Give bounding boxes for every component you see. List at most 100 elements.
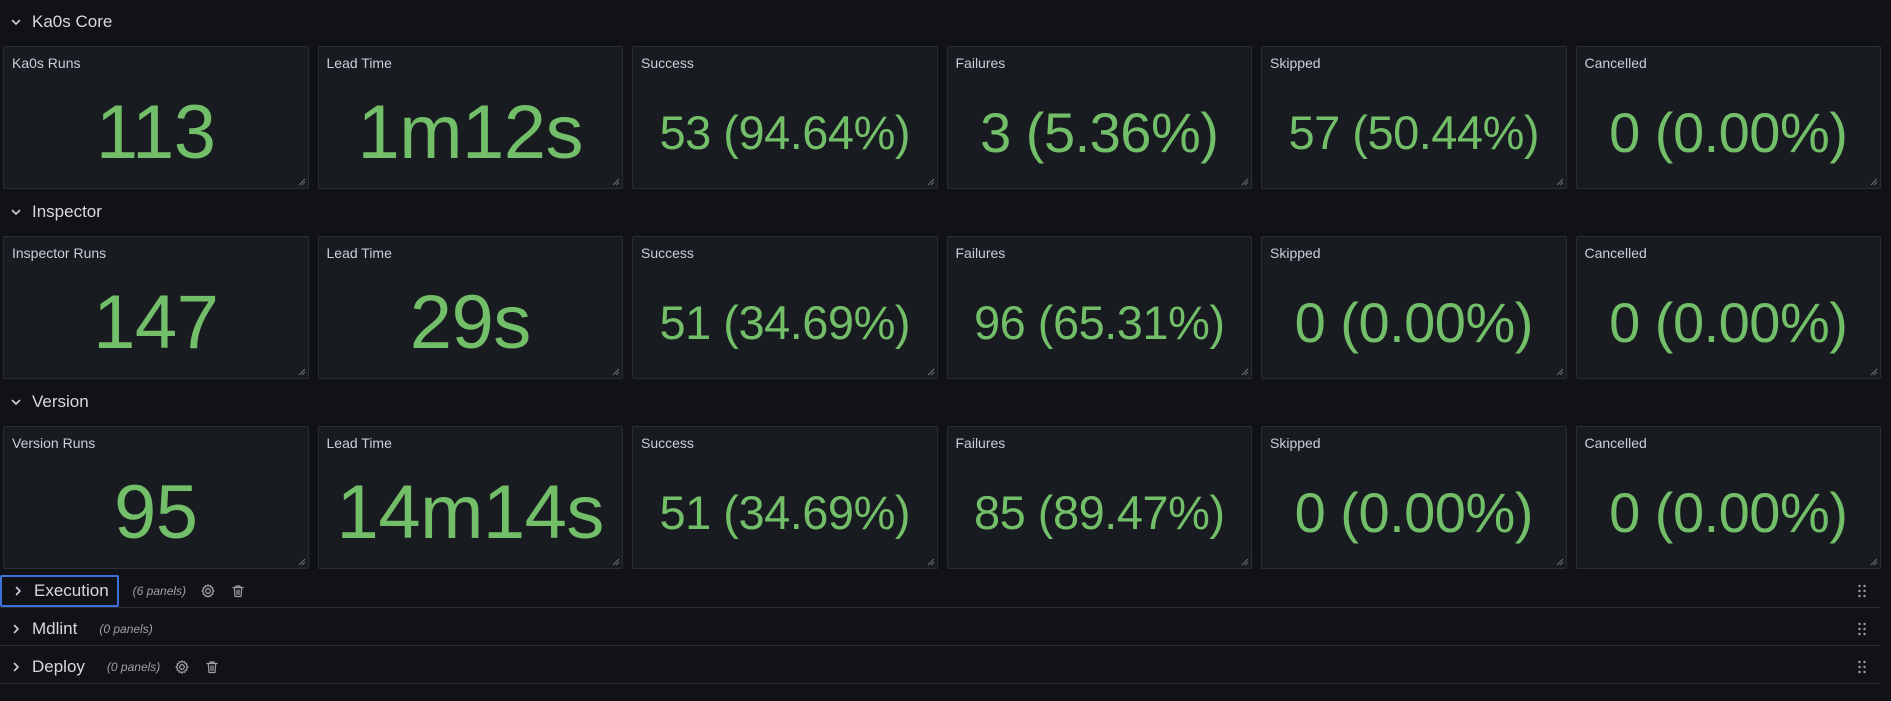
stat-value: 113 [95, 90, 216, 175]
resize-handle-icon[interactable] [925, 366, 935, 376]
stat-panel[interactable]: Success 51 (34.69%) [632, 426, 938, 569]
stat-value: 53 (94.64%) [659, 106, 911, 159]
panel-title: Failures [955, 55, 1006, 71]
chevron-right-icon [9, 660, 23, 674]
row-header-ka0s-core[interactable]: Ka0s Core [0, 7, 112, 37]
stat-panel[interactable]: Lead Time 1m12s [317, 46, 623, 189]
resize-handle-icon[interactable] [1554, 366, 1564, 376]
panel-title: Success [641, 435, 694, 451]
stat-panel[interactable]: Failures 3 (5.36%) [946, 46, 1252, 189]
stat-panel[interactable]: Skipped 57 (50.44%) [1261, 46, 1567, 189]
stat-value: 14m14s [336, 470, 605, 555]
panel-title: Lead Time [326, 435, 392, 451]
row-title: Mdlint [32, 618, 78, 638]
stat-value: 147 [93, 280, 219, 365]
panel-title: Skipped [1270, 245, 1321, 261]
row-title: Inspector [32, 202, 102, 221]
stat-value: 0 (0.00%) [1609, 291, 1848, 354]
stat-value: 0 (0.00%) [1294, 481, 1534, 544]
resize-handle-icon[interactable] [1868, 366, 1878, 376]
panel-title: Cancelled [1584, 55, 1647, 71]
row-header-version[interactable]: Version [0, 387, 89, 417]
panel-title: Failures [955, 435, 1006, 451]
stat-value: 51 (34.69%) [659, 296, 911, 349]
row-toggle-mdlint[interactable]: Mdlint [0, 613, 85, 645]
resize-handle-icon[interactable] [1239, 366, 1249, 376]
stat-value: 1m12s [357, 90, 584, 175]
resize-handle-icon[interactable] [610, 176, 620, 186]
drag-handle-icon[interactable] [1857, 660, 1867, 674]
stat-value: 29s [409, 280, 532, 365]
chevron-right-icon [11, 584, 25, 598]
stat-panel[interactable]: Cancelled 0 (0.00%) [1575, 236, 1881, 379]
stat-value: 0 (0.00%) [1609, 101, 1848, 164]
resize-handle-icon[interactable] [1239, 556, 1249, 566]
panel-title: Skipped [1270, 435, 1321, 451]
row-title: Deploy [32, 656, 85, 676]
resize-handle-icon[interactable] [610, 366, 620, 376]
row-title: Ka0s Core [32, 12, 113, 31]
resize-handle-icon[interactable] [925, 556, 935, 566]
collapsed-row-deploy: Deploy (0 panels) [0, 650, 1881, 684]
row-toggle-deploy[interactable]: Deploy [0, 651, 93, 683]
panel-title: Version Runs [12, 435, 96, 451]
stat-panel[interactable]: Lead Time 29s [317, 236, 623, 379]
stat-value: 0 (0.00%) [1294, 291, 1534, 354]
stat-panel[interactable]: Skipped 0 (0.00%) [1261, 426, 1567, 569]
resize-handle-icon[interactable] [610, 556, 620, 566]
stat-panel[interactable]: Ka0s Runs 113 [3, 46, 309, 189]
stat-panel[interactable]: Failures 96 (65.31%) [946, 236, 1252, 379]
stat-panel[interactable]: Version Runs 95 [3, 426, 309, 569]
panel-title: Lead Time [326, 55, 392, 71]
panel-title: Lead Time [326, 245, 392, 261]
resize-handle-icon[interactable] [925, 176, 935, 186]
drag-handle-icon[interactable] [1857, 584, 1867, 598]
panel-count: (6 panels) [132, 583, 187, 598]
row-header-inspector[interactable]: Inspector [0, 197, 102, 227]
panel-title: Success [641, 245, 694, 261]
chevron-down-icon [9, 15, 23, 29]
stat-panel[interactable]: Success 51 (34.69%) [632, 236, 938, 379]
panel-grid-version: Version Runs 95 Lead Time 14m14s Success… [3, 426, 1881, 569]
panel-grid-inspector: Inspector Runs 147 Lead Time 29s Success… [3, 236, 1881, 379]
row-toggle-execution[interactable]: Execution [0, 574, 119, 607]
stat-value: 95 [113, 470, 198, 555]
panel-title: Success [641, 55, 694, 71]
resize-handle-icon[interactable] [296, 556, 306, 566]
panel-grid-ka0s-core: Ka0s Runs 113 Lead Time 1m12s Success 53… [3, 46, 1881, 189]
resize-handle-icon[interactable] [296, 366, 306, 376]
panel-title: Skipped [1270, 55, 1321, 71]
stat-panel[interactable]: Cancelled 0 (0.00%) [1575, 46, 1881, 189]
gear-icon[interactable] [174, 659, 190, 675]
resize-handle-icon[interactable] [1868, 556, 1878, 566]
chevron-right-icon [9, 622, 23, 636]
stat-panel[interactable]: Inspector Runs 147 [3, 236, 309, 379]
row-title: Version [32, 392, 89, 411]
resize-handle-icon[interactable] [1868, 176, 1878, 186]
stat-value: 3 (5.36%) [980, 101, 1219, 164]
row-title: Execution [34, 580, 109, 600]
stat-panel[interactable]: Success 53 (94.64%) [632, 46, 938, 189]
chevron-down-icon [9, 205, 23, 219]
stat-value: 0 (0.00%) [1609, 481, 1848, 544]
chevron-down-icon [9, 395, 23, 409]
panel-title: Cancelled [1584, 435, 1647, 451]
trash-icon[interactable] [230, 583, 246, 599]
gear-icon[interactable] [200, 583, 216, 599]
resize-handle-icon[interactable] [296, 176, 306, 186]
resize-handle-icon[interactable] [1554, 176, 1564, 186]
resize-handle-icon[interactable] [1554, 556, 1564, 566]
resize-handle-icon[interactable] [1239, 176, 1249, 186]
stat-value: 51 (34.69%) [659, 486, 911, 539]
stat-panel[interactable]: Failures 85 (89.47%) [946, 426, 1252, 569]
stat-panel[interactable]: Lead Time 14m14s [317, 426, 623, 569]
panel-title: Inspector Runs [12, 245, 107, 261]
stat-value: 85 (89.47%) [973, 486, 1225, 539]
stat-panel[interactable]: Cancelled 0 (0.00%) [1575, 426, 1881, 569]
trash-icon[interactable] [204, 659, 220, 675]
drag-handle-icon[interactable] [1857, 622, 1867, 636]
stat-panel[interactable]: Skipped 0 (0.00%) [1261, 236, 1567, 379]
panel-title: Ka0s Runs [12, 55, 81, 71]
collapsed-row-execution: Execution (6 panels) [0, 574, 1881, 608]
collapsed-row-mdlint: Mdlint (0 panels) [0, 612, 1881, 646]
